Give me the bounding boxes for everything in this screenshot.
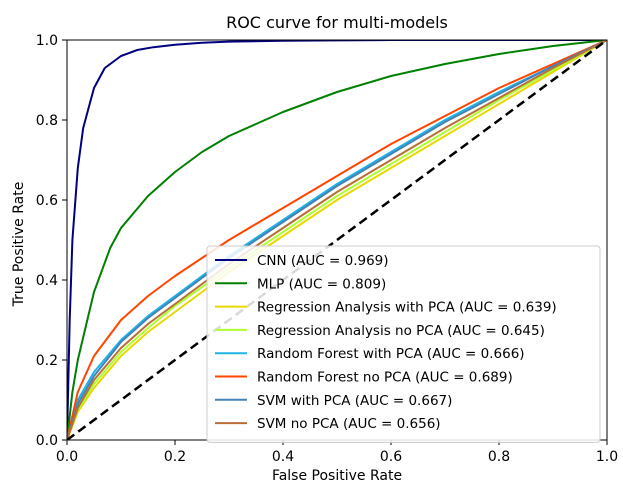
x-tick-label: 0.6 [380,449,402,465]
x-tick-label: 0.8 [488,449,510,465]
x-axis-ticks: 0.0 0.2 0.4 0.6 0.8 1.0 [56,440,618,465]
legend-label: SVM with PCA (AUC = 0.667) [257,393,452,409]
legend-label: CNN (AUC = 0.969) [257,253,389,269]
y-axis-title: True Positive Rate [11,182,27,308]
y-axis-ticks: 0.0 0.2 0.4 0.6 0.8 1.0 [36,33,67,449]
x-tick-label: 0.4 [272,449,294,465]
y-tick-label: 1.0 [36,33,58,49]
roc-curve-5 [67,40,607,440]
y-tick-label: 0.2 [36,353,58,369]
legend: CNN (AUC = 0.969) MLP (AUC = 0.809) Regres… [206,245,601,443]
legend-label: Random Forest no PCA (AUC = 0.689) [257,370,513,386]
y-tick-label: 0.4 [36,273,58,289]
x-tick-label: 1.0 [596,449,618,465]
y-tick-label: 0.8 [36,113,58,129]
roc-curve-2 [67,40,607,440]
chance-diagonal-line [67,40,607,440]
x-tick-label: 0.2 [164,449,186,465]
roc-curve-7 [67,40,607,440]
legend-label: MLP (AUC = 0.809) [257,276,386,292]
curves-group [67,40,607,440]
legend-box [206,245,601,443]
legend-label: SVM no PCA (AUC = 0.656) [257,416,441,432]
chart-title: ROC curve for multi-models [226,13,448,32]
x-tick-label: 0.0 [56,449,78,465]
x-axis-title: False Positive Rate [272,468,402,484]
roc-curve-6 [67,40,607,440]
legend-label: Regression Analysis no PCA (AUC = 0.645) [257,323,545,339]
legend-label: Random Forest with PCA (AUC = 0.666) [257,346,525,362]
y-tick-label: 0.6 [36,193,58,209]
y-tick-label: 0.0 [36,433,58,449]
legend-label: Regression Analysis with PCA (AUC = 0.63… [257,300,557,316]
